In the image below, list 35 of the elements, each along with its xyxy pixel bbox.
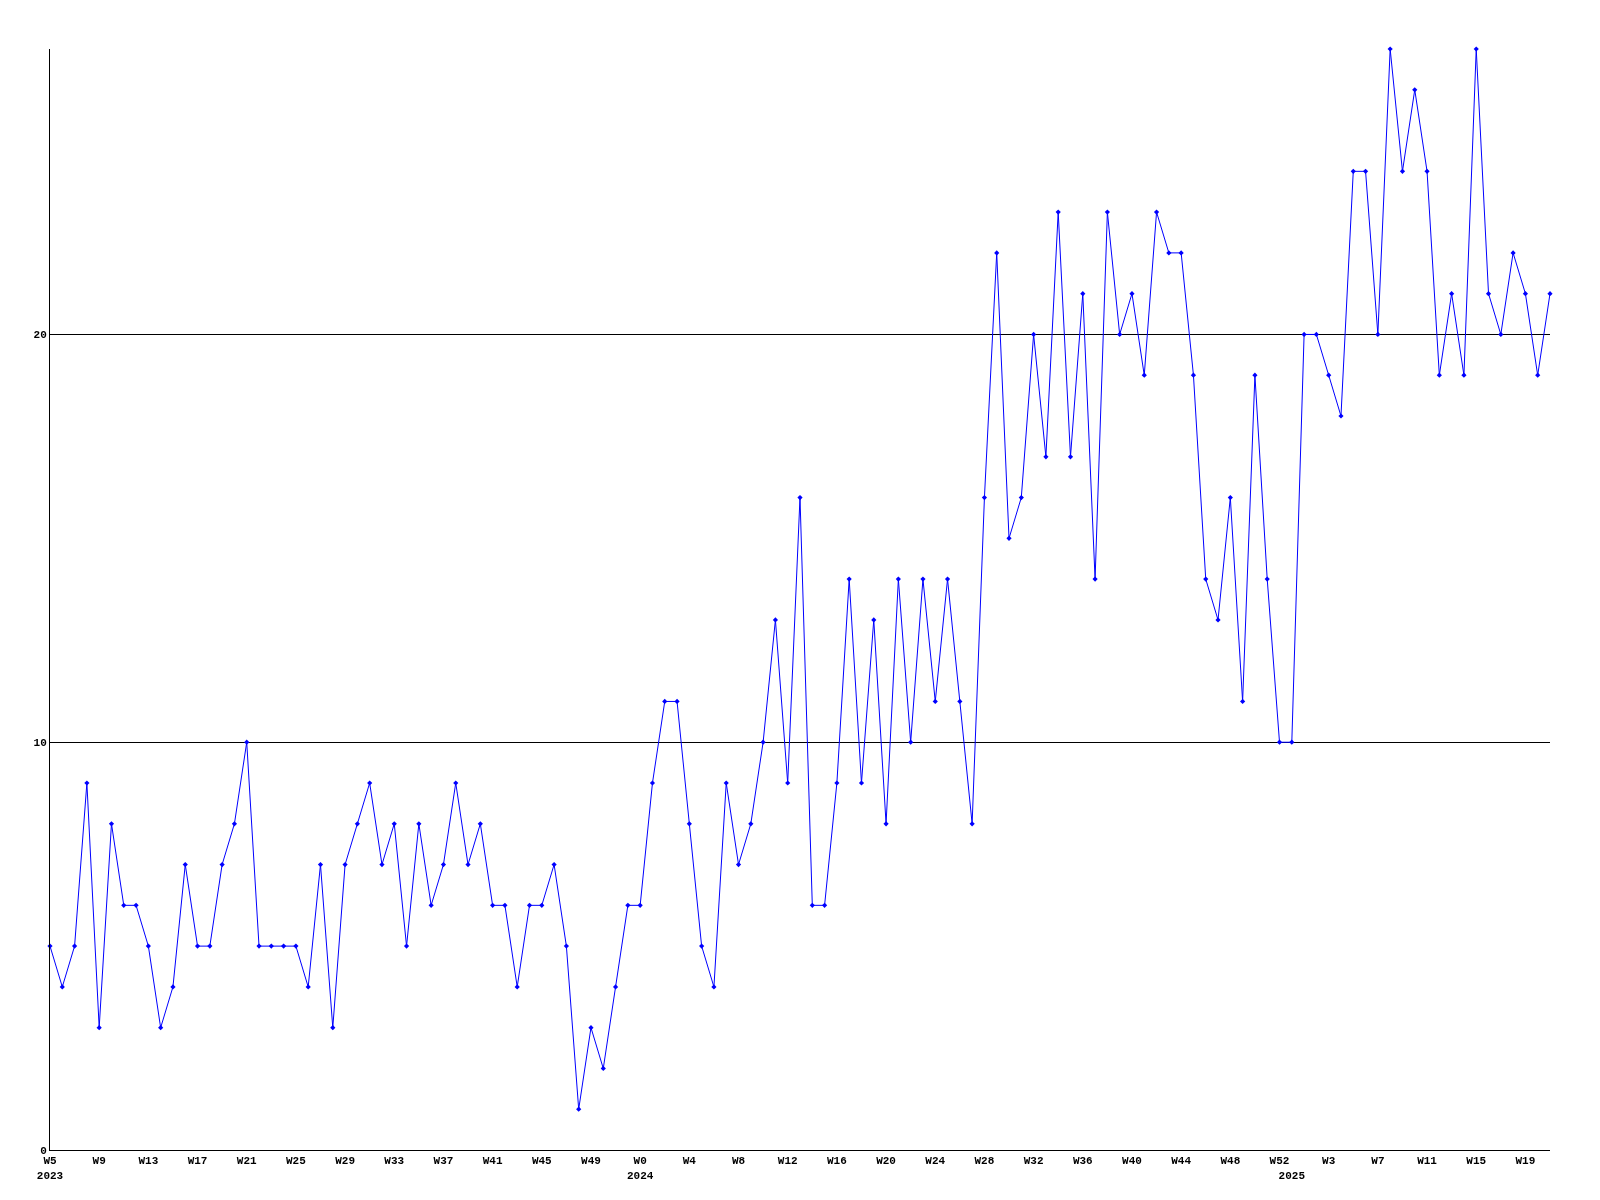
y-tick-label: 0 bbox=[40, 1144, 47, 1157]
x-tick-label: W36 bbox=[1072, 1155, 1093, 1168]
x-tick-label: W21 bbox=[236, 1155, 258, 1168]
y-tick-label: 20 bbox=[33, 329, 47, 342]
x-tick-label: W11 bbox=[1417, 1155, 1438, 1168]
x-tick-label: W24 bbox=[925, 1155, 946, 1168]
y-tick-label: 10 bbox=[33, 737, 47, 750]
x-tick-label: W17 bbox=[187, 1155, 208, 1168]
x-tick-label: W20 bbox=[876, 1155, 896, 1168]
x-tick-label: W49 bbox=[581, 1155, 601, 1168]
x-tick-label: W29 bbox=[335, 1155, 355, 1168]
x-tick-label: W0 2024 bbox=[626, 1155, 654, 1182]
x-tick-label: W8 bbox=[731, 1155, 746, 1168]
x-tick-label: W3 bbox=[1322, 1155, 1336, 1168]
x-tick-label: W19 bbox=[1515, 1155, 1536, 1168]
x-tick-label: W25 bbox=[285, 1155, 307, 1168]
x-tick-label: W9 bbox=[92, 1155, 106, 1168]
x-tick-label: W48 bbox=[1220, 1155, 1241, 1168]
x-tick-label: W32 bbox=[1023, 1155, 1044, 1168]
x-tick-label: W44 bbox=[1171, 1155, 1192, 1168]
x-tick-label: 2025 bbox=[1278, 1169, 1306, 1182]
x-tick-label: W52 bbox=[1269, 1155, 1290, 1168]
x-tick-label: W37 bbox=[433, 1155, 454, 1168]
x-tick-label: W4 bbox=[682, 1155, 697, 1168]
x-tick-label: W16 bbox=[826, 1155, 847, 1168]
x-tick-label: W7 bbox=[1371, 1155, 1385, 1168]
x-tick-label: W45 bbox=[531, 1155, 553, 1168]
x-tick-label: W40 bbox=[1122, 1155, 1142, 1168]
x-tick-label: W12 bbox=[777, 1155, 798, 1168]
x-tick-label: W33 bbox=[384, 1155, 405, 1168]
x-tick-label: W13 bbox=[138, 1155, 159, 1168]
x-tick-label: W28 bbox=[974, 1155, 995, 1168]
x-tick-label: W41 bbox=[482, 1155, 503, 1168]
x-tick-label: W15 bbox=[1466, 1155, 1487, 1168]
x-tick-label: W5 2023 bbox=[36, 1155, 64, 1182]
